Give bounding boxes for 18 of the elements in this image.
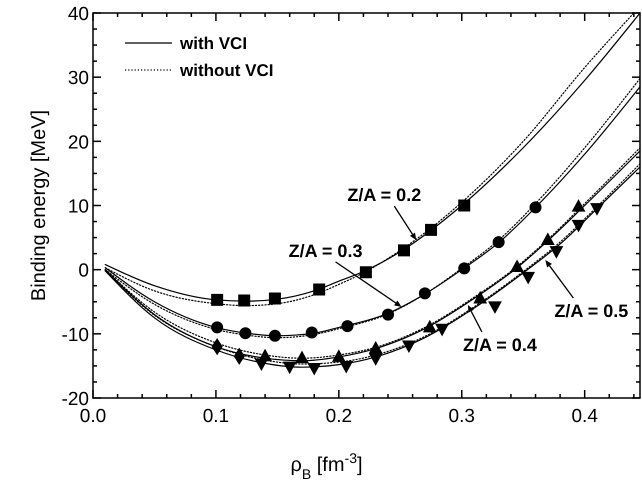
x-axis-title: ρ$_{B}$ [fm$^{-3}$] [290, 450, 363, 482]
annotation: Z/A = 0.2 [347, 185, 422, 206]
legend-label: without VCI [179, 61, 274, 80]
y-tick-label: 40 [68, 4, 89, 25]
y-tick-label: 20 [68, 132, 89, 154]
x-tick-label: 0.4 [571, 406, 598, 427]
y-tick-label: 0 [78, 260, 89, 282]
x-tick-label: 0.3 [448, 406, 475, 427]
x-tick-label: 0.1 [202, 406, 230, 427]
annotation: Z/A = 0.3 [288, 240, 362, 261]
y-axis-title: Binding energy [MeV] [28, 110, 50, 302]
y-tick-label: 10 [68, 196, 89, 218]
y-tick-label: 30 [68, 68, 89, 90]
y-tick-label: -10 [62, 324, 89, 346]
annotation: Z/A = 0.5 [554, 301, 628, 322]
annotation: Z/A = 0.4 [462, 334, 537, 355]
x-tick-label: 0.2 [326, 406, 352, 427]
legend-label: with VCI [179, 34, 248, 53]
